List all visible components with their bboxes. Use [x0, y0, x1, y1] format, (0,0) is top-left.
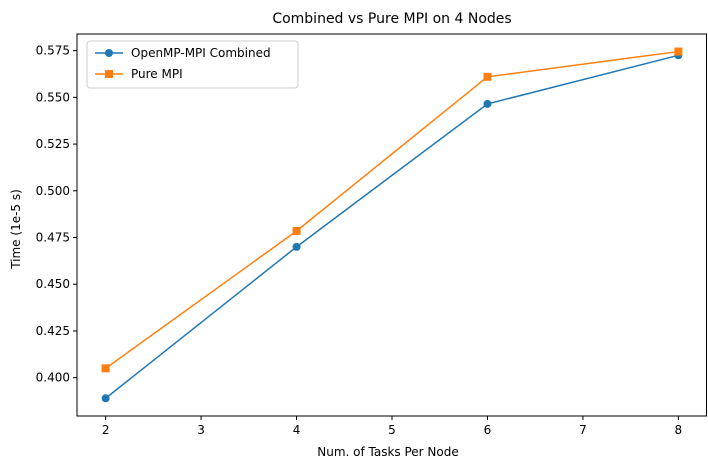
y-tick-label: 0.550: [36, 90, 70, 104]
x-tick-label: 7: [579, 423, 587, 437]
x-tick-label: 2: [102, 423, 110, 437]
series-layer: [101, 47, 683, 403]
plot-frame: [76, 33, 707, 417]
data-point: [483, 72, 492, 81]
x-tick-label: 8: [675, 423, 683, 437]
data-point: [101, 364, 110, 373]
y-tick-label: 0.475: [36, 231, 70, 245]
data-point: [292, 242, 301, 251]
x-tick-label: 4: [293, 423, 301, 437]
legend: OpenMP-MPI Combined Pure MPI: [86, 40, 299, 89]
x-tick-label: 5: [388, 423, 396, 437]
y-tick-label: 0.575: [36, 44, 70, 58]
x-tick-label: 3: [197, 423, 205, 437]
data-point: [483, 99, 492, 108]
y-axis: 0.400 0.425 0.450 0.475 0.500 0.525 0.550 0.575: [36, 44, 77, 385]
data-point: [101, 394, 110, 403]
x-tick-label: 6: [484, 423, 492, 437]
series-line-1: [105, 50, 679, 369]
chart-title: Combined vs Pure MPI on 4 Nodes: [272, 11, 511, 27]
y-tick-label: 0.400: [36, 371, 70, 385]
y-tick-label: 0.450: [36, 277, 70, 291]
y-axis-label: Time (1e-5 s): [9, 189, 23, 270]
y-tick-label: 0.525: [36, 137, 70, 151]
legend-label: OpenMP-MPI Combined: [131, 46, 271, 60]
legend-marker: [105, 70, 113, 78]
data-point: [292, 226, 301, 235]
data-point: [674, 47, 683, 56]
series-line-0: [105, 54, 679, 399]
legend-label: Pure MPI: [131, 67, 183, 81]
y-tick-label: 0.500: [36, 184, 70, 198]
x-axis: 2 3 4 5 6 7 8: [102, 416, 682, 437]
y-tick-label: 0.425: [36, 324, 70, 338]
legend-marker: [105, 49, 113, 57]
legend-box: [86, 40, 299, 89]
x-axis-label: Num. of Tasks Per Node: [317, 445, 459, 459]
